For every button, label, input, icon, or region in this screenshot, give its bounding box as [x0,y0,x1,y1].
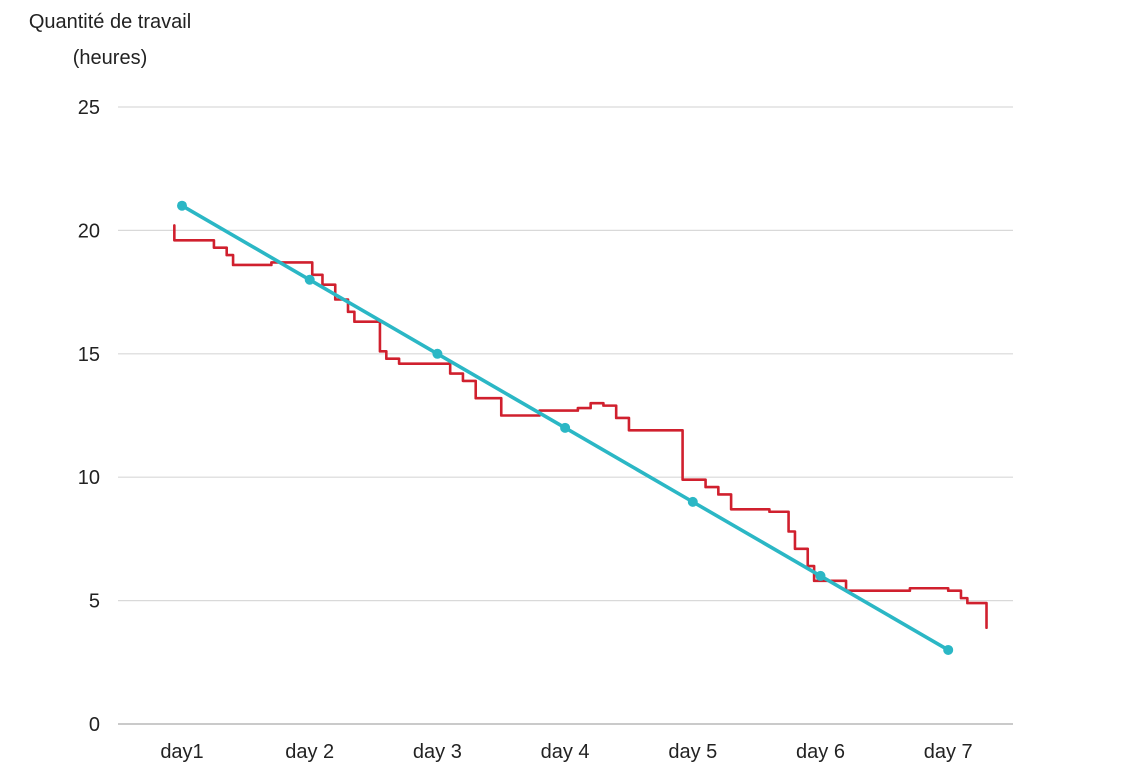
series-layer [173,200,988,655]
y-tick-label: 0 [89,714,100,736]
series-0-point [304,274,315,285]
x-tick-label: day 6 [796,741,845,763]
x-tick-label: day 5 [668,741,717,763]
series-0-point [177,200,187,211]
series-0-point [943,644,954,655]
y-tick-labels: 0 5 10 15 20 25 [78,97,100,736]
series-0-point [687,496,698,507]
y-tick-label: 20 [78,220,100,242]
x-tick-labels: day1 day 2 day 3 day 4 day 5 day 6 day 7 [160,741,972,763]
x-tick-label: day 4 [541,741,590,763]
series-0-point [432,348,443,359]
y-axis-title: Quantité de travail (heures) [29,11,191,69]
y-axis-title-line-2: (heures) [73,47,147,69]
y-tick-label: 15 [78,344,100,366]
x-tick-label: day 7 [924,741,973,763]
y-tick-label: 25 [78,97,100,119]
series-0-point [560,422,571,433]
y-tick-label: 5 [89,591,100,613]
gridlines [118,106,1013,725]
y-axis-title-line-1: Quantité de travail [29,11,191,33]
x-tick-label: day 3 [413,741,462,763]
series-line-1 [173,224,988,630]
x-tick-label: day1 [160,741,203,763]
y-tick-label: 10 [78,467,100,489]
x-tick-label: day 2 [285,741,334,763]
series-0-point [815,570,826,581]
